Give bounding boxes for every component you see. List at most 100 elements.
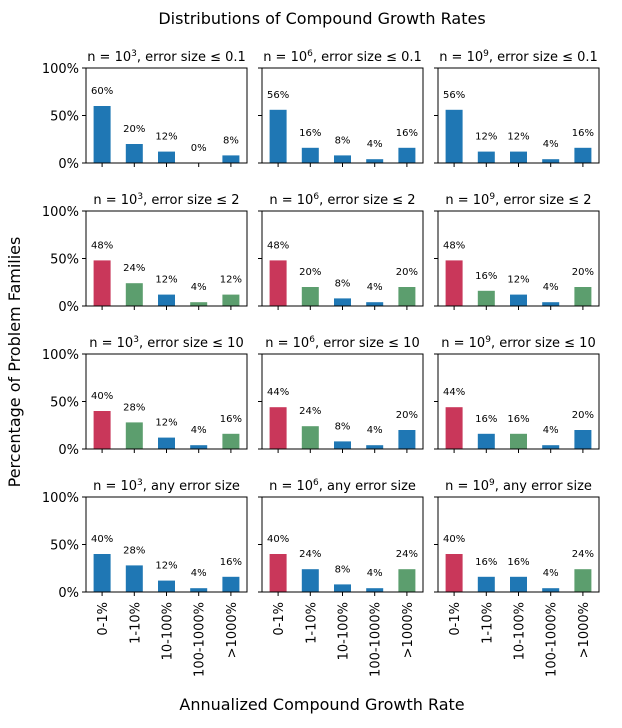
panel: n = 106, error size ≤ 2 48% 20% 8% 4% 20% (258, 192, 424, 310)
bar (190, 588, 208, 592)
bar (93, 260, 111, 306)
bar-value-label: 20% (572, 410, 594, 421)
bar (510, 576, 527, 592)
y-tick-label: 0% (58, 443, 79, 458)
panel-title: n = 103, error size ≤ 0.1 (87, 49, 246, 65)
bar-value-label: 4% (367, 282, 383, 293)
bar-value-label: 24% (299, 549, 321, 560)
panel-title-base: n = 10 (263, 50, 307, 65)
bar (158, 437, 175, 449)
bar-value-label: 20% (572, 267, 594, 278)
bar (542, 445, 560, 449)
y-tick-label: 0% (58, 300, 79, 315)
panel-title-condition: , error size ≤ 10 (491, 336, 596, 351)
panel-title-base: n = 10 (439, 50, 483, 65)
bar-value-label: 24% (572, 549, 594, 560)
bar-value-label: 4% (543, 282, 559, 293)
panel-title-base: n = 10 (265, 336, 309, 351)
bar (366, 159, 384, 163)
bar (301, 147, 319, 163)
panel-title: n = 106, any error size (269, 478, 416, 494)
y-tick-label: 0% (58, 157, 79, 172)
bar-value-label: 40% (91, 534, 113, 545)
x-tick-label: >1000% (225, 602, 240, 658)
panel-title-condition: , error size ≤ 0.1 (137, 50, 246, 65)
y-tick-label: 100% (42, 205, 79, 220)
panel-title-exponent: 6 (309, 335, 315, 345)
panel-title-base: n = 10 (445, 193, 489, 208)
panel-title-condition: , error size ≤ 10 (315, 336, 420, 351)
bar-value-label: 48% (443, 240, 465, 251)
bar-value-label: 12% (507, 132, 529, 143)
bar-value-label: 16% (220, 414, 242, 425)
bar-value-label: 28% (123, 402, 145, 413)
bar-value-label: 8% (335, 135, 351, 146)
bar (158, 294, 175, 306)
bar (125, 283, 143, 306)
bar-value-label: 4% (543, 139, 559, 150)
panel-title-exponent: 9 (485, 335, 491, 345)
panel-title: n = 103, error size ≤ 2 (93, 192, 239, 208)
x-tick-label: 1-10% (128, 602, 143, 644)
bar-value-label: 40% (267, 534, 289, 545)
bar (190, 302, 208, 306)
bar (477, 290, 495, 306)
y-tick-label: 50% (50, 539, 79, 554)
y-tick-label: 50% (50, 253, 79, 268)
panel-title-base: n = 10 (445, 479, 489, 494)
panel-title-condition: , error size ≤ 10 (139, 336, 244, 351)
bar-value-label: 8% (335, 278, 351, 289)
bar-value-label: 4% (367, 139, 383, 150)
bar (574, 147, 592, 163)
bar (477, 433, 495, 449)
panel-title-condition: , error size ≤ 0.1 (489, 50, 598, 65)
panel-title-base: n = 10 (89, 336, 133, 351)
y-tick-label: 100% (42, 62, 79, 77)
bar-value-label: 16% (572, 128, 594, 139)
panel-title-exponent: 9 (489, 192, 495, 202)
bar (477, 576, 495, 592)
panel-title-base: n = 10 (269, 193, 313, 208)
bar-value-label: 20% (396, 267, 418, 278)
bar (269, 260, 287, 306)
bar (510, 433, 527, 449)
bar-value-label: 16% (299, 128, 321, 139)
x-tick-label: 10-100% (337, 602, 352, 660)
bar (125, 422, 143, 449)
bar (542, 588, 560, 592)
bar (445, 407, 463, 449)
panel: n = 109, error size ≤ 0.1 56% 12% 12% 4% 16% (434, 49, 600, 167)
y-tick-label: 100% (42, 491, 79, 506)
bar-value-label: 28% (123, 545, 145, 556)
panel-title-exponent: 6 (313, 478, 319, 488)
panel: n = 106, error size ≤ 0.1 56% 16% 8% 4% 16% (258, 49, 424, 167)
bar (334, 441, 351, 449)
y-axis-label: Percentage of Problem Families (5, 237, 24, 488)
x-tick-label: 0-1% (272, 602, 287, 636)
bar-value-label: 48% (267, 240, 289, 251)
bar-value-label: 24% (123, 263, 145, 274)
panel-title-exponent: 6 (307, 49, 313, 59)
y-tick-label: 0% (58, 586, 79, 601)
panel-title: n = 103, any error size (93, 478, 240, 494)
panel-title: n = 109, error size ≤ 10 (441, 335, 595, 351)
bar (93, 411, 111, 449)
x-tick-label: 10-100% (161, 602, 176, 660)
bar-value-label: 12% (220, 275, 242, 286)
bar (222, 294, 240, 306)
bar (190, 445, 208, 449)
bar-value-label: 16% (475, 414, 497, 425)
bar-value-label: 4% (191, 568, 207, 579)
x-tick-label: 100-1000% (193, 602, 208, 677)
bar-value-label: 44% (443, 387, 465, 398)
bar (269, 554, 287, 592)
bar (93, 106, 111, 163)
panel-title-base: n = 10 (441, 336, 485, 351)
bar (366, 588, 384, 592)
bar-value-label: 0% (191, 143, 207, 154)
bar-value-label: 12% (155, 561, 177, 572)
y-tick-label: 100% (42, 348, 79, 363)
bar-value-label: 8% (335, 421, 351, 432)
panel-title: n = 109, error size ≤ 0.1 (439, 49, 598, 65)
bar-value-label: 12% (507, 275, 529, 286)
